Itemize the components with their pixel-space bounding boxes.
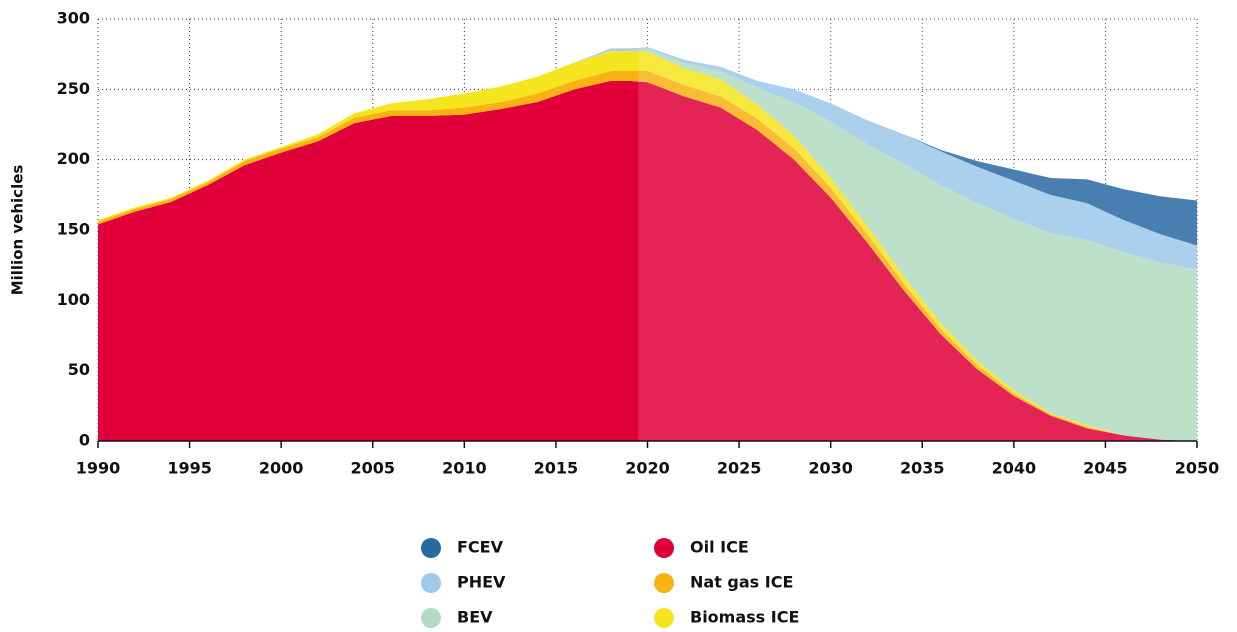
x-tick-label: 1990	[76, 459, 121, 478]
x-tick-label: 1995	[167, 459, 212, 478]
legend-swatch	[421, 573, 441, 593]
area	[98, 80, 1197, 441]
y-tick-label: 250	[57, 79, 90, 98]
x-tick-label: 2035	[900, 459, 945, 478]
x-tick-label: 2010	[442, 459, 487, 478]
x-tick-label: 2025	[717, 459, 762, 478]
x-tick-label: 2050	[1175, 459, 1220, 478]
x-tick-label: 2015	[534, 459, 579, 478]
legend-swatch	[654, 538, 674, 558]
x-tick-label: 2040	[992, 459, 1037, 478]
area	[98, 48, 1197, 441]
x-tick-label: 2020	[625, 459, 670, 478]
legend-swatch	[421, 608, 441, 628]
legend-label: FCEV	[457, 538, 504, 557]
y-tick-label: 50	[68, 360, 90, 379]
y-tick-label: 300	[57, 9, 90, 28]
y-tick-label: 150	[57, 220, 90, 239]
x-tick-label: 2030	[808, 459, 853, 478]
legend-swatch	[654, 573, 674, 593]
legend-swatch	[421, 538, 441, 558]
x-tick-label: 2005	[350, 459, 395, 478]
legend-swatch	[654, 608, 674, 628]
projection-shade	[638, 19, 1197, 441]
legend-label: Biomass ICE	[690, 608, 799, 627]
legend-label: PHEV	[457, 573, 506, 592]
legend-label: Nat gas ICE	[690, 573, 793, 592]
y-tick-label: 100	[57, 290, 90, 309]
y-axis-label: Million vehicles	[9, 165, 27, 296]
y-tick-label: 0	[79, 431, 90, 450]
x-tick-label: 2000	[259, 459, 304, 478]
y-tick-label: 200	[57, 149, 90, 168]
x-tick-label: 2045	[1083, 459, 1128, 478]
legend-label: BEV	[457, 608, 493, 627]
legend-label: Oil ICE	[690, 538, 749, 557]
